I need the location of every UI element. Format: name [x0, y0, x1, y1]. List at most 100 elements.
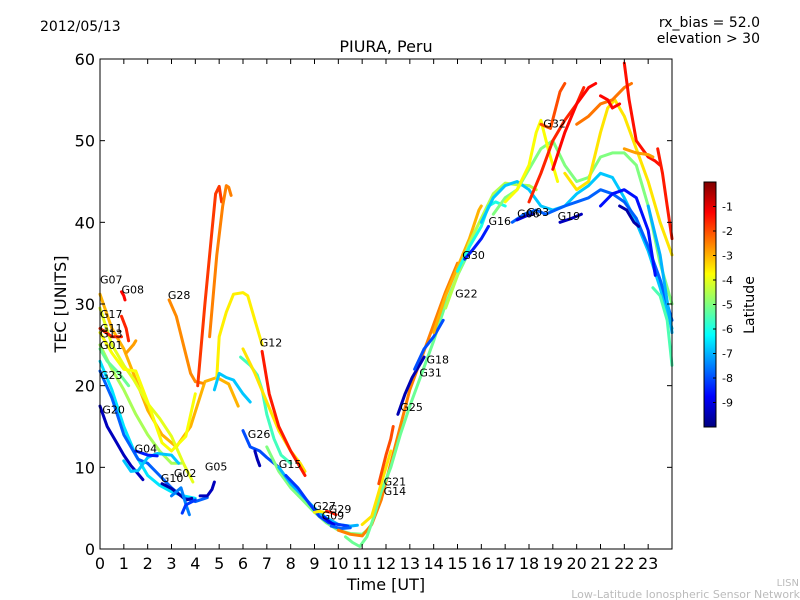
x-tick-label: 20	[566, 554, 586, 573]
satellite-label-g08: G08	[122, 283, 145, 296]
x-tick-label: 8	[286, 554, 296, 573]
satellite-label-g21: G21	[384, 475, 407, 488]
x-tick-label: 19	[543, 554, 563, 573]
tec-track-13	[198, 480, 216, 498]
tec-track-60	[599, 188, 657, 277]
elevation-label: elevation > 30	[657, 31, 760, 47]
tec-track-16	[120, 314, 131, 343]
tec-track-18	[124, 339, 138, 355]
tec-track-48	[503, 118, 560, 204]
tec-track-34	[322, 515, 336, 526]
colorbar-tick-label: -8	[722, 372, 733, 385]
tec-track-9	[122, 452, 181, 473]
tec-track-26	[260, 349, 307, 477]
tec-track-32	[313, 509, 326, 514]
tec-track-15	[120, 290, 127, 302]
x-tick-label: 0	[95, 554, 105, 573]
colorbar-tick-label: -2	[722, 225, 733, 238]
satellite-label-g17: G17	[100, 308, 123, 321]
colorbar-tick-label: -1	[722, 201, 733, 214]
x-tick-label: 9	[309, 554, 319, 573]
satellite-label-g25: G25	[400, 401, 423, 414]
tec-track-36	[336, 261, 459, 538]
satellite-label-g12: G12	[260, 337, 283, 350]
tec-track-5	[98, 347, 131, 388]
date-label: 2012/05/13	[40, 19, 121, 35]
tec-track-52	[551, 82, 598, 171]
tec-track-8	[98, 404, 145, 482]
y-tick-label: 20	[75, 377, 95, 396]
x-tick-label: 3	[166, 554, 176, 573]
tec-track-10	[134, 449, 159, 458]
tec-track-57	[599, 94, 622, 110]
tec-track-33	[324, 509, 338, 517]
satellite-label-g29: G29	[329, 503, 352, 516]
tec-track-58	[622, 61, 662, 167]
y-tick-label: 30	[75, 295, 95, 314]
tec-track-21	[208, 184, 233, 339]
satellite-label-g10: G10	[161, 472, 184, 485]
tec-track-49	[510, 188, 674, 322]
tec-track-38	[360, 449, 393, 526]
x-tick-label: 6	[238, 554, 248, 573]
tec-track-59	[622, 147, 655, 159]
x-tick-label: 10	[328, 554, 348, 573]
satellite-label-g01: G01	[100, 339, 123, 352]
satellite-label-g18: G18	[427, 354, 450, 367]
tec-track-56	[575, 82, 633, 126]
tec-track-40	[396, 355, 426, 416]
satellite-label-g27: G27	[313, 500, 336, 513]
satellite-label-g32: G32	[543, 118, 566, 131]
colorbar-tick-label: -6	[722, 323, 733, 336]
tec-track-54	[558, 212, 583, 224]
y-tick-label: 50	[75, 132, 95, 151]
x-tick-label: 12	[376, 554, 396, 573]
tec-track-37	[344, 249, 471, 548]
x-tick-label: 14	[423, 554, 443, 573]
colorbar-tick-label: -5	[722, 299, 733, 312]
satellite-label-g15: G15	[279, 458, 302, 471]
x-tick-label: 1	[119, 554, 129, 573]
footer-lisn: LISN	[777, 578, 799, 589]
tec-track-42	[432, 204, 483, 335]
satellite-label-g06: G06	[517, 207, 540, 220]
tec-track-61	[618, 204, 641, 228]
tec-track-45	[463, 224, 490, 261]
x-tick-label: 16	[471, 554, 491, 573]
x-tick-label: 21	[590, 554, 610, 573]
satellite-label-g19: G19	[558, 210, 581, 223]
tec-track-39	[377, 425, 395, 486]
tec-track-41	[413, 318, 445, 371]
satellite-label-g13: G13	[100, 328, 123, 341]
tec-track-46	[479, 171, 674, 330]
tec-track-63	[651, 286, 674, 367]
tec-track-31	[284, 474, 350, 528]
tec-track-14	[180, 498, 197, 515]
x-tick-label: 13	[400, 554, 420, 573]
x-axis-title: Time [UT]	[346, 575, 425, 594]
satellite-label-g04: G04	[135, 443, 158, 456]
satellite-label-g03: G03	[527, 206, 550, 219]
tec-track-64	[646, 204, 674, 335]
satellite-label-g26: G26	[248, 428, 271, 441]
colorbar-tick-label: -7	[722, 348, 733, 361]
tec-track-28	[253, 449, 262, 468]
tec-track-50	[515, 212, 536, 222]
satellite-label-g14: G14	[384, 485, 407, 498]
colorbar-tick-label: -9	[722, 397, 733, 410]
tec-track-25	[241, 347, 307, 473]
x-tick-label: 15	[447, 554, 467, 573]
y-axis-title: TEC [UNITS]	[51, 256, 70, 354]
colorbar-tick-label: -4	[722, 274, 733, 287]
axes: 0 1 2 3 4 5 6 7 8 9 10 11 12 13 14 15 16 17 18 19 20 21 22 2301…	[75, 50, 672, 573]
tec-track-17	[98, 327, 123, 339]
satellite-label-g07: G07	[100, 274, 123, 287]
x-tick-label: 7	[262, 554, 272, 573]
tec-track-3	[98, 331, 197, 453]
tec-track-20	[196, 184, 224, 388]
satellite-label-g30: G30	[462, 249, 485, 262]
satellite-label-g20: G20	[102, 403, 125, 416]
satellite-label-g16: G16	[489, 215, 512, 228]
